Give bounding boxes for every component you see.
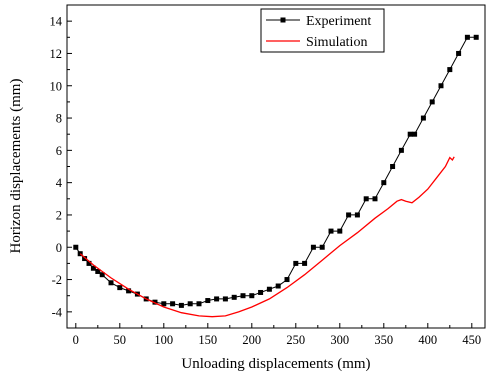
x-tick-label: 200 (242, 333, 261, 347)
data-point-experiment (214, 296, 220, 302)
data-point-experiment (420, 115, 426, 121)
data-point-experiment (86, 260, 92, 266)
data-point-experiment (258, 289, 264, 295)
data-point-experiment (346, 212, 352, 218)
legend-label-simulation: Simulation (306, 35, 367, 50)
y-tick-label: 12 (50, 47, 63, 61)
data-point-experiment (372, 196, 378, 202)
y-tick-label: 6 (56, 144, 62, 158)
data-point-experiment (284, 277, 290, 283)
data-point-experiment (222, 296, 228, 302)
data-point-experiment (293, 260, 299, 266)
x-tick-label: 100 (154, 333, 173, 347)
data-point-experiment (161, 301, 167, 307)
data-point-experiment (82, 256, 88, 262)
x-tick-label: 450 (462, 333, 481, 347)
data-point-experiment (205, 298, 211, 304)
data-point-experiment (231, 294, 237, 300)
x-tick-label: 350 (374, 333, 393, 347)
data-point-experiment (90, 265, 96, 271)
data-point-experiment (99, 272, 105, 278)
x-tick-label: 250 (286, 333, 305, 347)
x-tick-label: 300 (330, 333, 349, 347)
data-point-experiment (95, 268, 101, 274)
data-point-experiment (249, 293, 255, 299)
data-point-experiment (196, 301, 202, 307)
y-tick-label: 14 (50, 15, 63, 29)
data-point-experiment (464, 34, 470, 40)
data-point-experiment (407, 131, 413, 137)
x-tick-label: 150 (198, 333, 217, 347)
y-tick-label: 10 (50, 79, 63, 93)
data-point-experiment (73, 244, 79, 250)
legend-label-experiment: Experiment (306, 14, 371, 29)
data-point-experiment (390, 164, 396, 169)
legend-marker-experiment (280, 17, 286, 23)
data-point-experiment (429, 99, 435, 105)
y-tick-label: -2 (52, 273, 62, 287)
series-layer (73, 34, 479, 318)
data-point-experiment (117, 285, 123, 291)
data-point-experiment (328, 228, 334, 234)
data-point-experiment (319, 244, 325, 250)
data-point-experiment (438, 83, 444, 89)
data-point-experiment (187, 301, 193, 307)
series-line-experiment (75, 36, 477, 306)
data-point-experiment (456, 50, 462, 56)
x-tick-label: 400 (418, 333, 437, 347)
data-point-experiment (126, 288, 132, 294)
x-tick-label: 50 (114, 333, 127, 347)
data-point-experiment (310, 244, 316, 250)
data-point-experiment (266, 286, 272, 292)
data-point-experiment (275, 283, 281, 289)
data-point-experiment (170, 301, 176, 307)
y-tick-label: 2 (56, 208, 62, 222)
x-tick-label: 0 (73, 333, 79, 347)
data-point-experiment (302, 260, 308, 266)
data-point-experiment (412, 131, 418, 137)
data-point-experiment (363, 196, 369, 202)
y-tick-label: 8 (56, 112, 62, 126)
x-axis-title: Unloading displacements (mm) (181, 356, 370, 372)
data-point-experiment (108, 280, 114, 286)
series-line-simulation (79, 156, 455, 318)
data-point-experiment (473, 34, 479, 40)
data-point-experiment (337, 228, 343, 234)
y-tick-label: 0 (56, 241, 62, 255)
y-axis-title: Horizon displacements (mm) (8, 79, 24, 254)
data-point-experiment (398, 147, 404, 153)
legend: Experiment Simulation (260, 8, 385, 53)
data-point-experiment (240, 293, 246, 299)
tick-layer: 0 50 100 150 200 250 300 350 400 450 -4 -2 0 2 4 6 8 10 12… (50, 15, 482, 347)
y-tick-label: 4 (56, 176, 63, 190)
data-point-experiment (152, 299, 158, 305)
plot-frame (66, 4, 486, 329)
y-tick-label: -4 (52, 305, 63, 319)
data-point-experiment (381, 180, 387, 186)
data-point-experiment (354, 212, 360, 218)
legend-box (260, 8, 385, 53)
data-point-experiment (447, 67, 453, 73)
data-point-experiment (178, 302, 184, 308)
